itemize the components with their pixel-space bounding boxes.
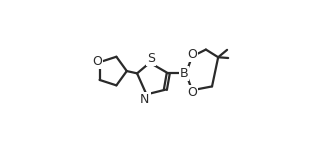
Text: O: O <box>92 55 102 68</box>
Text: N: N <box>140 93 150 106</box>
Text: O: O <box>187 47 197 60</box>
Text: O: O <box>187 86 197 99</box>
Text: B: B <box>180 66 188 80</box>
Text: S: S <box>147 52 155 65</box>
